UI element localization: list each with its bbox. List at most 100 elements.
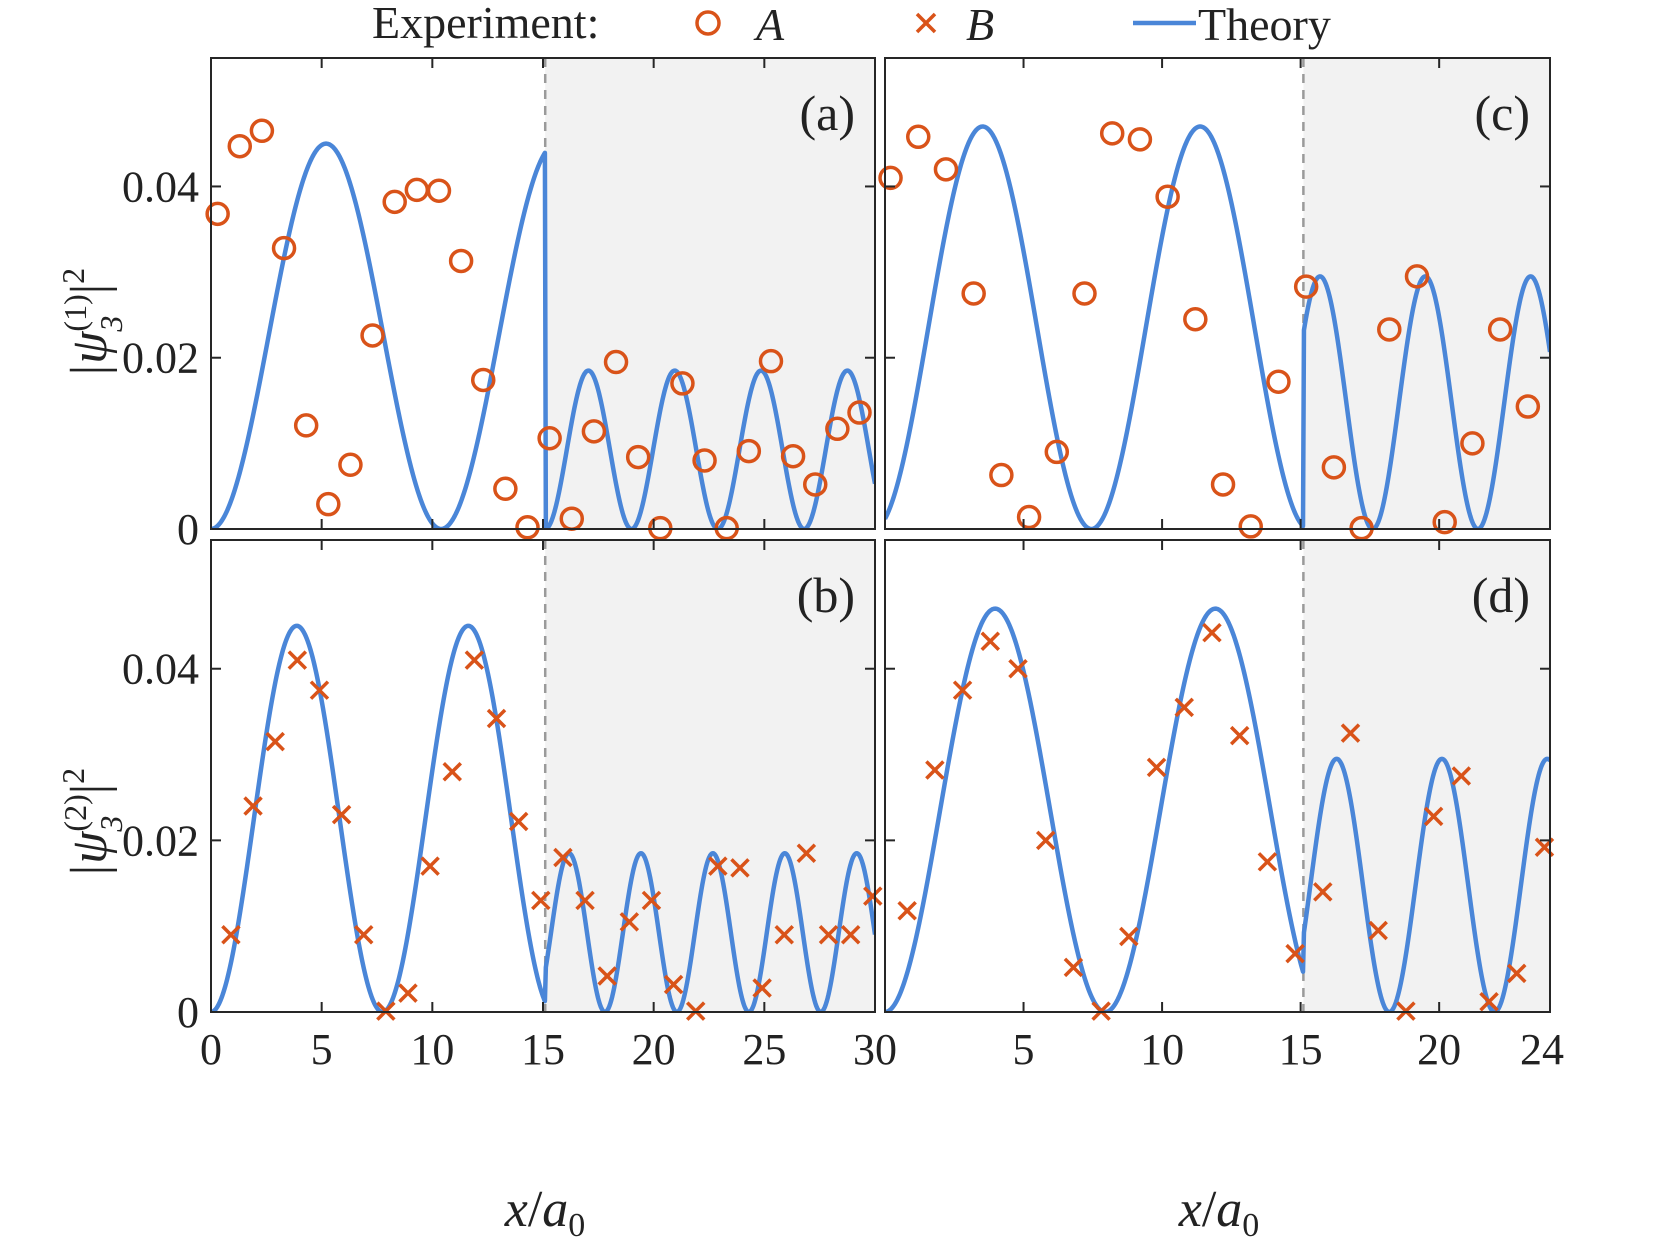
data-point-c — [906, 124, 931, 150]
data-point-a — [736, 438, 762, 464]
data-point-c — [878, 165, 903, 191]
data-point-a — [227, 133, 253, 159]
data-point-b — [840, 925, 861, 945]
x-axis-title-left: x/a0 — [504, 1181, 586, 1244]
data-point-d — [1257, 852, 1278, 872]
data-point-a — [537, 425, 562, 451]
data-point-a — [338, 452, 363, 478]
y-tick-label-a: 0.04 — [122, 162, 199, 211]
axes-box-c — [884, 57, 1551, 530]
panel-c: (c) — [878, 57, 1551, 541]
data-point-d — [1423, 806, 1444, 827]
data-point-a — [493, 476, 518, 502]
data-point-b — [553, 847, 573, 868]
x-tick-label-b: 10 — [410, 1025, 454, 1074]
data-point-c — [1404, 264, 1430, 289]
data-point-a — [515, 515, 540, 540]
svg-text:|ψ3(1)|2: |ψ3(1)|2 — [55, 268, 129, 378]
data-point-d — [897, 900, 917, 921]
data-point-b — [752, 978, 772, 998]
data-point-b — [486, 708, 507, 729]
data-point-b — [531, 890, 551, 911]
legend-label-a: A — [753, 0, 785, 50]
data-point-b — [464, 650, 485, 670]
data-point-b — [398, 983, 418, 1003]
data-point-c — [933, 157, 959, 182]
data-point-c — [1072, 281, 1097, 306]
data-point-b — [774, 925, 794, 945]
theory-line-d — [885, 606, 1550, 1012]
x-tick-label-b: 25 — [742, 1025, 786, 1074]
data-point-d — [952, 680, 973, 700]
legend-label-theory: Theory — [1198, 0, 1331, 50]
panel-d: 5 10 15 20 24 (d) — [884, 539, 1564, 1074]
y-axis-title-top: |ψ3(1)|2 — [55, 268, 129, 378]
data-point-a — [847, 400, 872, 425]
data-point-b — [309, 680, 330, 700]
x-axis-title-right: x/a0 — [1178, 1181, 1260, 1244]
data-point-a — [780, 443, 806, 469]
data-point-d — [1119, 926, 1139, 947]
data-point-a — [271, 235, 297, 261]
data-point-c — [1238, 514, 1263, 539]
data-point-a — [426, 178, 452, 203]
data-point-c — [1293, 274, 1319, 299]
data-point-b — [331, 804, 352, 825]
x-tick-label-d: 15 — [1279, 1025, 1323, 1074]
data-point-c — [989, 462, 1014, 488]
data-point-d — [1202, 622, 1222, 643]
data-point-a — [404, 177, 430, 203]
data-point-b — [641, 890, 662, 911]
theory-line-c — [885, 124, 1550, 529]
data-point-d — [925, 760, 945, 780]
data-point-a — [293, 413, 319, 438]
data-point-d — [1368, 920, 1388, 941]
data-point-b — [508, 811, 529, 832]
data-point-c — [1377, 317, 1402, 342]
legend: Experiment: A B Theory — [372, 0, 1331, 50]
svg-text:|ψ3(2)|2: |ψ3(2)|2 — [55, 768, 129, 878]
y-tick-label-a: 0.02 — [122, 334, 199, 383]
data-point-d — [1008, 658, 1028, 679]
data-point-a — [670, 371, 695, 396]
y-tick-label-b: 0 — [177, 988, 199, 1037]
axes-box-d — [884, 539, 1551, 1013]
data-point-a — [316, 491, 341, 517]
data-point-a — [470, 367, 496, 393]
x-tick-label-b: 15 — [521, 1025, 565, 1074]
data-point-c — [1515, 394, 1541, 419]
data-point-a — [603, 349, 629, 375]
y-tick-label-b: 0.04 — [122, 645, 199, 694]
data-point-b — [597, 966, 617, 986]
x-tick-label-d: 24 — [1520, 1025, 1564, 1074]
data-point-c — [1487, 317, 1513, 342]
data-point-b — [243, 796, 263, 816]
data-point-b — [353, 925, 374, 945]
data-point-b — [796, 843, 817, 863]
legend-label-b: B — [966, 0, 994, 50]
data-point-d — [1507, 963, 1527, 984]
panel-label-d: (d) — [1472, 567, 1530, 623]
panel-a: 0 0.02 0.04 (a) — [122, 57, 876, 554]
data-point-c — [1432, 509, 1457, 535]
panel-label-a: (a) — [800, 85, 856, 141]
data-point-a — [802, 472, 828, 497]
data-point-d — [1479, 991, 1499, 1012]
data-point-a — [249, 118, 275, 144]
x-tick-label-b: 5 — [311, 1025, 333, 1074]
data-point-d — [1340, 723, 1361, 743]
panel-label-c: (c) — [1475, 85, 1531, 141]
panel-b: 0 0.02 0.04 0 5 10 15 20 25 30 (b) — [122, 539, 897, 1074]
data-point-c — [1127, 127, 1153, 152]
data-point-a — [825, 416, 850, 442]
data-point-a — [581, 419, 607, 444]
y-tick-label-b: 0.02 — [122, 816, 199, 865]
data-point-b — [420, 856, 440, 876]
x-tick-label-d: 5 — [1013, 1025, 1035, 1074]
data-point-d — [1285, 943, 1305, 964]
panel-label-b: (b) — [797, 567, 855, 623]
shaded-region-c — [1303, 58, 1550, 529]
theory-line-b — [211, 623, 875, 1012]
